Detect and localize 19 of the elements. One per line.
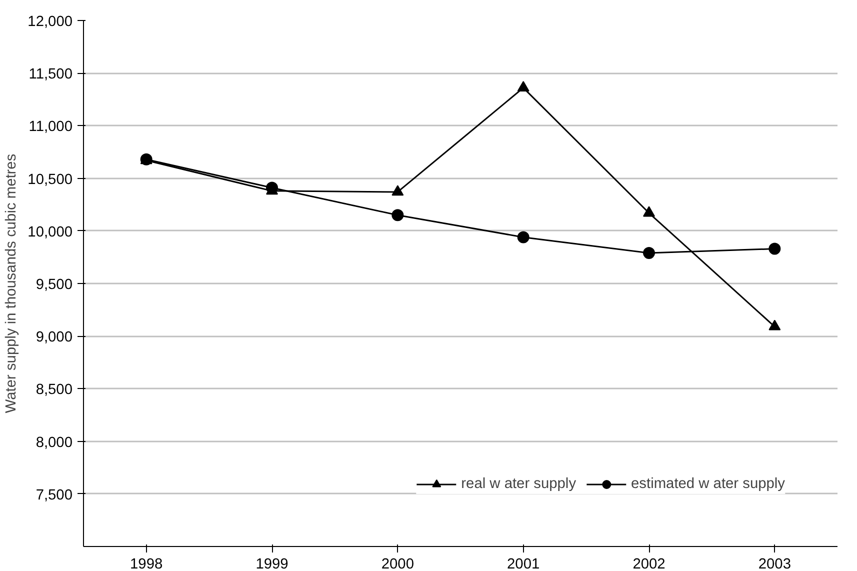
x-tick-label: 1998	[130, 556, 163, 571]
y-tick-label: 11,500	[28, 66, 73, 83]
legend-label: estimated w ater supply	[631, 476, 785, 492]
y-tick-label: 8,000	[36, 434, 73, 451]
y-tick-label: 8,500	[36, 382, 73, 398]
x-tick-label: 2001	[507, 556, 540, 571]
y-tick-label: 10,000	[28, 224, 72, 240]
x-tick-label: 2003	[758, 556, 791, 571]
y-tick-label: 12,000	[28, 14, 72, 30]
y-tick-label: 9,500	[36, 277, 73, 293]
y-tick-label: 10,500	[28, 172, 72, 188]
y-tick-label: 11,000	[28, 119, 73, 136]
x-tick-label: 2000	[381, 556, 414, 571]
y-axis-title: Water supply in thousands cubic metres	[4, 154, 20, 414]
x-tick-label: 1999	[256, 556, 288, 571]
y-tick-label: 9,000	[36, 330, 73, 346]
x-tick-label: 2002	[632, 556, 666, 571]
legend-label: real w ater supply	[461, 476, 576, 492]
y-tick-label: 7,500	[36, 487, 73, 504]
